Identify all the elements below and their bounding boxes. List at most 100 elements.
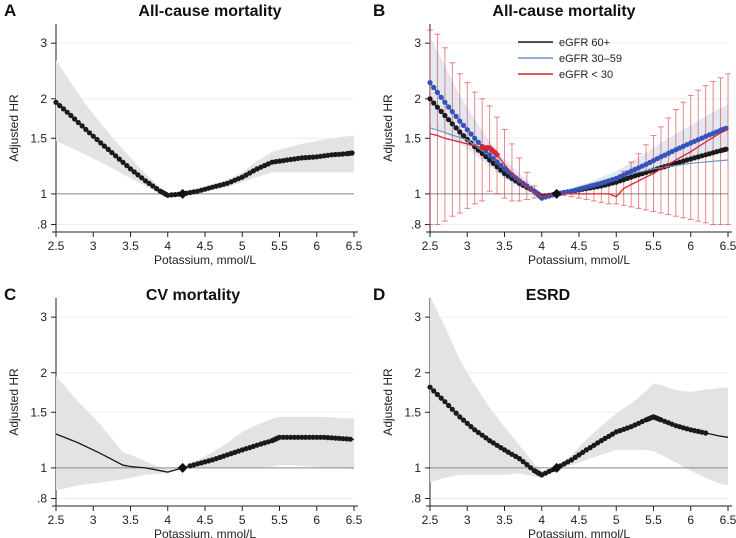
data-point (524, 183, 530, 189)
x-tick-label: 3 (90, 513, 97, 527)
x-tick-label: 2.5 (422, 239, 439, 253)
x-tick-label: 3 (90, 239, 97, 253)
data-point (427, 96, 433, 102)
y-axis-label: Adjusted HR (381, 94, 395, 162)
data-point (572, 454, 578, 460)
data-point (483, 435, 489, 441)
y-tick-label: 1.5 (30, 405, 47, 419)
data-point (475, 139, 481, 145)
data-point (349, 150, 355, 156)
data-point (86, 130, 93, 136)
data-point (490, 155, 496, 161)
data-point (284, 157, 290, 163)
panel-title: ESRD (526, 287, 570, 304)
ci-band (430, 296, 728, 486)
x-tick-label: 4 (164, 513, 171, 527)
data-point (595, 440, 601, 446)
data-point (438, 395, 444, 401)
data-point (449, 121, 455, 127)
data-point (442, 399, 448, 405)
data-point (472, 427, 478, 433)
error-bar (441, 47, 448, 222)
panel-c: C CV mortality 2.5 3 3.5 4 4.5 5 5.5 6 6.5 .8 1 1.5 2 3… (4, 285, 363, 538)
data-point (306, 434, 312, 440)
data-point (446, 104, 452, 110)
x-tick-label: 6 (687, 239, 694, 253)
data-point (75, 119, 81, 126)
x-tick-label: 3.5 (122, 513, 139, 527)
y-tick-label: 3 (40, 310, 47, 324)
x-tick-label: 2.5 (48, 239, 65, 253)
legend-label: eGFR < 30 (559, 69, 613, 81)
legend-label: eGFR 60+ (559, 37, 610, 49)
y-tick-label: 3 (40, 36, 47, 50)
x-tick-label: 3.5 (496, 513, 513, 527)
y-tick-label: 2 (414, 92, 421, 106)
y-tick-label: 1.5 (30, 131, 47, 145)
data-point (79, 123, 85, 129)
data-point (314, 434, 320, 440)
data-point (580, 449, 586, 455)
x-tick-label: 5 (239, 513, 246, 527)
data-point (94, 136, 100, 143)
x-tick-label: 4 (538, 513, 545, 527)
data-point (583, 447, 590, 453)
x-tick-label: 3 (464, 239, 471, 253)
data-point (124, 163, 130, 169)
data-point (464, 127, 470, 133)
data-point (434, 104, 440, 110)
data-point (520, 459, 526, 465)
data-point (288, 434, 294, 440)
y-tick-label: 3 (414, 36, 421, 50)
data-point (150, 183, 156, 189)
x-tick-label: 4.5 (197, 513, 214, 527)
data-point (135, 172, 141, 178)
data-point (576, 452, 582, 458)
y-tick-label: .8 (37, 492, 47, 506)
data-point (498, 445, 504, 451)
data-point (146, 180, 152, 186)
data-point (317, 434, 324, 440)
data-point (347, 436, 353, 442)
panel-letter: D (373, 285, 385, 304)
x-tick-label: 6.5 (720, 239, 736, 253)
x-tick-label: 4 (538, 239, 545, 253)
y-tick-label: 1 (40, 187, 47, 201)
data-point (453, 125, 459, 131)
data-point (438, 94, 444, 100)
data-point (509, 451, 515, 457)
data-point (310, 154, 316, 160)
data-point (168, 192, 175, 198)
legend-label: eGFR 30–59 (559, 53, 622, 65)
data-point (457, 118, 463, 124)
data-point (498, 162, 504, 168)
data-point (453, 113, 459, 119)
x-tick-label: 4 (164, 239, 171, 253)
data-point (64, 109, 70, 115)
data-point (442, 99, 448, 105)
data-point (453, 410, 459, 416)
panel-letter: B (373, 1, 385, 20)
data-point (434, 391, 440, 398)
y-tick-label: 1.5 (404, 131, 421, 145)
data-point (479, 432, 485, 438)
x-tick-label: 3.5 (496, 239, 513, 253)
data-point (703, 430, 709, 436)
x-tick-label: 5.5 (271, 239, 288, 253)
data-point (494, 152, 500, 158)
x-tick-label: 5.5 (645, 239, 662, 253)
x-tick-label: 5.5 (645, 513, 662, 527)
y-axis-label: Adjusted HR (7, 368, 21, 436)
data-point (442, 112, 448, 119)
x-tick-label: 2.5 (48, 513, 65, 527)
data-point (460, 122, 467, 128)
panel-b: B All-cause mortality 2.5 3 3.5 4 4.5 5 5.5 6 6.5.… (373, 1, 736, 267)
data-point (295, 155, 301, 161)
data-point (490, 440, 496, 446)
data-point (53, 99, 59, 105)
x-tick-label: 4.5 (571, 239, 588, 253)
x-tick-label: 3.5 (122, 239, 139, 253)
panel-a: A All-cause mortality 2.5 3 3.5 4 4.5 5 5.5 6 6.5.… (4, 1, 363, 267)
data-point (509, 172, 515, 178)
data-point (276, 434, 283, 440)
